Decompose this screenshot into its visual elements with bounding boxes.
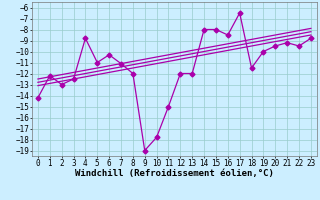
X-axis label: Windchill (Refroidissement éolien,°C): Windchill (Refroidissement éolien,°C) (75, 169, 274, 178)
